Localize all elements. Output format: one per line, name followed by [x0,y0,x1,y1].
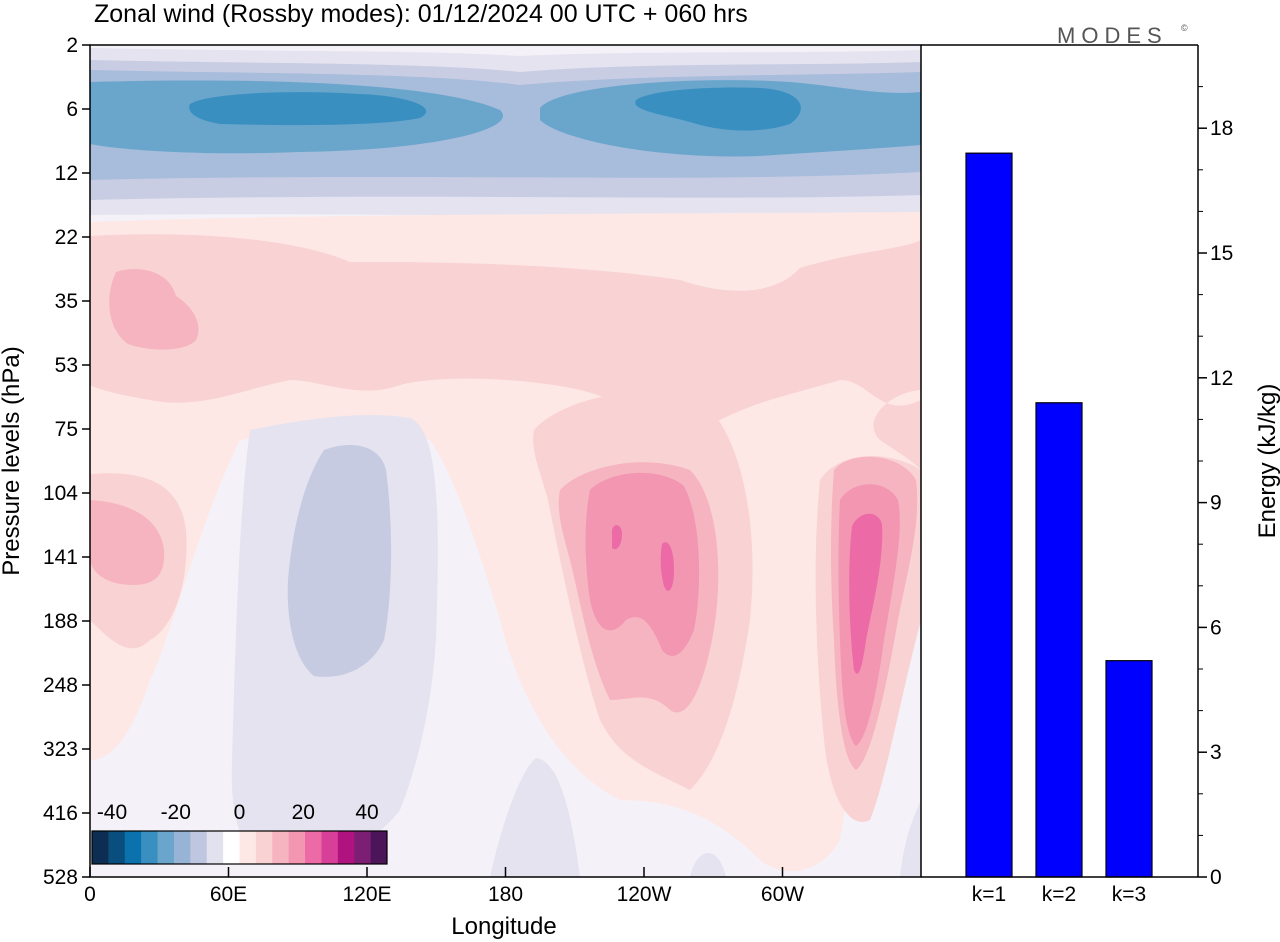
energy-bar [965,152,1013,878]
y-tick-label: 2 [66,34,78,57]
heatmap-panel [90,45,921,877]
modes-logo-mark: © [1181,23,1188,33]
colorbar-swatch [321,831,339,864]
y-tick-label: 75 [55,418,78,441]
heatmap-x-axis: 0 60E 120E 180 120W 60W [84,867,804,906]
contour-pos-3 [109,269,199,350]
y-tick-label: 141 [43,546,78,569]
colorbar-swatch [173,831,191,864]
y-axis-label: Pressure levels (hPa) [0,346,25,575]
y-tick-label: 323 [43,738,78,761]
bar-y-tick-label: 9 [1210,492,1222,515]
contour-neg-surface-2 [690,852,726,877]
colorbar-swatch [108,831,126,864]
x-tick-label: 120E [342,883,391,906]
x-axis-label: Longitude [451,913,556,940]
bar-y-tick-label: 18 [1210,117,1233,140]
colorbar-swatch [92,831,109,864]
contour-neg-5 [189,92,427,126]
colorbar-swatch [288,831,306,864]
y-tick-label: 104 [43,482,78,505]
colorbar-swatch [124,831,142,864]
colorbar-swatch [305,831,322,864]
bar-category-label: k=2 [1042,883,1076,906]
contour-pos-e4 [612,525,622,550]
y-tick-label: 35 [55,290,78,313]
colorbar: -40 -20 0 20 40 [91,801,388,865]
colorbar-swatch [255,831,273,864]
y-tick-label: 188 [43,610,78,633]
energy-bar-panel: k=1 k=2 k=3 0 3 6 9 12 15 18 [965,86,1233,906]
colorbar-tick-label: -40 [97,801,127,824]
bar-category-label: k=1 [972,883,1006,906]
colorbar-swatch [223,831,240,864]
colorbar-tick-label: 0 [234,801,246,824]
colorbar-swatch [157,831,175,864]
contour-neg-5b [635,87,801,131]
y-tick-label: 6 [66,98,78,121]
colorbar-swatch [272,831,290,864]
energy-bar [1105,660,1153,878]
x-tick-label: 0 [84,883,96,906]
y-tick-label: 416 [43,802,78,825]
bar-y-tick-label: 6 [1210,616,1222,639]
colorbar-swatch [206,831,224,864]
colorbar-swatch [141,831,159,864]
x-tick-label: 120W [617,883,672,906]
y-tick-label: 528 [43,866,78,889]
contour-neg-tropo-2 [287,444,392,677]
modes-logo: MODES [1057,23,1168,48]
bar-y-tick-label: 15 [1210,242,1233,265]
colorbar-swatch [239,831,257,864]
contour-pos-e5 [660,542,674,591]
contour-pos-f4 [849,513,883,674]
heatmap-y-axis: 2 6 12 22 35 53 75 104 141 188 248 323 416 528 [43,34,90,889]
y-tick-label: 22 [55,226,78,249]
contour-pos-2 [90,234,921,470]
colorbar-tick-label: 20 [292,801,315,824]
colorbar-tick-label: -20 [161,801,191,824]
y-tick-label: 12 [55,162,78,185]
bar-category-label: k=3 [1112,883,1146,906]
x-tick-label: 60E [210,883,247,906]
bar-y-tick-label: 3 [1210,741,1222,764]
contour-pos-e3 [585,472,700,656]
energy-bar [1035,402,1083,878]
y-tick-label: 53 [55,354,78,377]
contour-pos-w2 [90,500,165,585]
colorbar-swatch [354,831,372,864]
colorbar-swatch [190,831,208,864]
x-tick-label: 60W [761,883,804,906]
bar-y-tick-label: 0 [1210,866,1222,889]
colorbar-tick-label: 40 [355,801,378,824]
colorbar-frame [91,830,388,865]
x-tick-label: 180 [488,883,523,906]
colorbar-swatch [370,831,388,864]
colorbar-swatch [337,831,355,864]
bar-y-axis-label: Energy (kJ/kg) [1254,384,1280,539]
contour-neg-surface-3 [900,800,921,877]
bar-y-tick-label: 12 [1210,367,1233,390]
chart-title: Zonal wind (Rossby modes): 01/12/2024 00… [94,0,748,28]
contour-neg-surface [490,758,580,877]
y-tick-label: 248 [43,674,78,697]
